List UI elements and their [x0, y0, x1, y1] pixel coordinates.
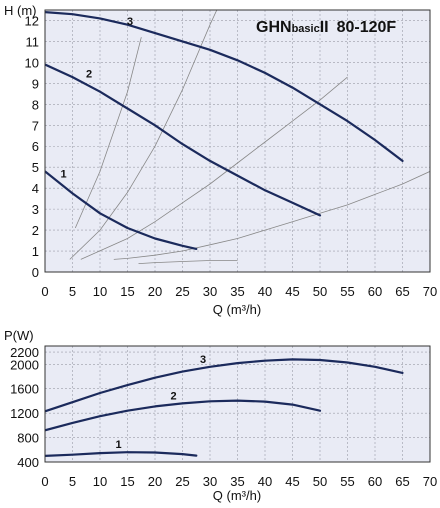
head-system-curves: [69, 10, 430, 264]
x-tick-label: 10: [93, 474, 107, 489]
y-tick-label: 2: [32, 223, 39, 238]
title-sub: basic: [292, 23, 320, 35]
x-tick-label: 60: [368, 284, 382, 299]
x-tick-label: 65: [395, 474, 409, 489]
head-x-tick-labels: 0 5 10 15 20 25 30 35 40 45 50 55 60 65 70: [41, 284, 437, 299]
x-tick-label: 25: [175, 474, 189, 489]
y-tick-label: 1200: [10, 406, 39, 421]
x-tick-label: 0: [41, 284, 48, 299]
x-tick-label: 40: [258, 284, 272, 299]
x-tick-label: 65: [395, 284, 409, 299]
title-model: 80-120F: [337, 19, 397, 36]
y-tick-label: 6: [32, 139, 39, 154]
head-pump-curves: [45, 11, 404, 250]
chart-title: GHNbasicII 80-120F: [256, 19, 396, 36]
x-tick-label: 0: [41, 474, 48, 489]
x-tick-label: 70: [423, 474, 437, 489]
pump-curve-2: [45, 399, 322, 432]
head-curve-labels: 1 2 3: [61, 16, 134, 180]
y-tick-label: 400: [17, 455, 39, 470]
y-tick-label: 1600: [10, 382, 39, 397]
head-plot-area: [45, 10, 430, 272]
x-tick-label: 30: [203, 284, 217, 299]
x-tick-label: 30: [203, 474, 217, 489]
system-curve: [138, 260, 238, 264]
pump-curve-3: [45, 11, 404, 162]
title-suffix: II: [320, 19, 329, 36]
x-tick-label: 50: [313, 474, 327, 489]
curve-label-2: 2: [171, 390, 177, 402]
power-plot-border: [44, 345, 431, 463]
y-tick-label: 8: [32, 97, 39, 112]
title-brand: GHN: [256, 19, 292, 36]
pump-curve-2: [45, 63, 322, 217]
y-tick-label: 9: [32, 76, 39, 91]
head-x-axis-title: Q (m³/h): [213, 302, 261, 317]
system-curve: [74, 37, 142, 229]
x-tick-label: 15: [120, 474, 134, 489]
x-tick-label: 5: [69, 284, 76, 299]
y-tick-label: 10: [25, 55, 39, 70]
system-curve: [69, 10, 218, 260]
head-chart: 123 0 5 10 15 20 25 30 35 40 45 50 55 60 65 70 0123456…: [4, 3, 437, 317]
curve-label-3: 3: [127, 16, 133, 28]
pump-curve-1: [45, 170, 198, 250]
y-tick-label: 4: [32, 181, 39, 196]
x-tick-label: 70: [423, 284, 437, 299]
curve-label-1: 1: [61, 168, 67, 180]
y-tick-label: 5: [32, 160, 39, 175]
power-y-axis-title: P(W): [4, 328, 34, 343]
head-y-axis-title: H (m): [4, 3, 37, 18]
x-tick-label: 20: [148, 284, 162, 299]
x-tick-label: 60: [368, 474, 382, 489]
curve-label-3: 3: [200, 354, 206, 366]
x-tick-label: 40: [258, 474, 272, 489]
x-tick-label: 45: [285, 284, 299, 299]
x-tick-label: 20: [148, 474, 162, 489]
x-tick-label: 35: [230, 474, 244, 489]
y-tick-label: 2000: [10, 357, 39, 372]
y-tick-label: 12: [25, 13, 39, 28]
x-tick-label: 10: [93, 284, 107, 299]
power-x-tick-labels: 0 5 10 15 20 25 30 35 40 45 50 55 60 65 70: [41, 474, 437, 489]
x-tick-label: 55: [340, 474, 354, 489]
power-chart: 1 2 3 0 5 10 15 20 25 30 35 40 45 50 55 60 65 70 400 800 1…: [4, 328, 437, 503]
x-tick-label: 50: [313, 284, 327, 299]
pump-curve-1: [45, 451, 198, 457]
y-tick-label: 1: [32, 244, 39, 259]
x-tick-label: 25: [175, 284, 189, 299]
curve-label-2: 2: [86, 69, 92, 81]
pump-curve-3: [45, 358, 404, 413]
x-tick-label: 15: [120, 284, 134, 299]
power-curve-labels: 1 2 3: [116, 354, 207, 451]
power-x-axis-title: Q (m³/h): [213, 488, 261, 503]
system-curve: [80, 76, 348, 260]
y-tick-label: 2200: [10, 345, 39, 360]
y-tick-label: 800: [17, 431, 39, 446]
y-tick-label: 7: [32, 118, 39, 133]
y-tick-label: 3: [32, 202, 39, 217]
x-tick-label: 35: [230, 284, 244, 299]
y-tick-label: 11: [26, 34, 40, 49]
head-plot-border: [44, 9, 431, 273]
x-tick-label: 45: [285, 474, 299, 489]
y-tick-label: 0: [32, 265, 39, 280]
x-tick-label: 55: [340, 284, 354, 299]
x-tick-label: 5: [69, 474, 76, 489]
curve-label-1: 1: [116, 439, 122, 451]
system-curve: [113, 171, 430, 260]
power-pump-curves: [45, 358, 404, 457]
